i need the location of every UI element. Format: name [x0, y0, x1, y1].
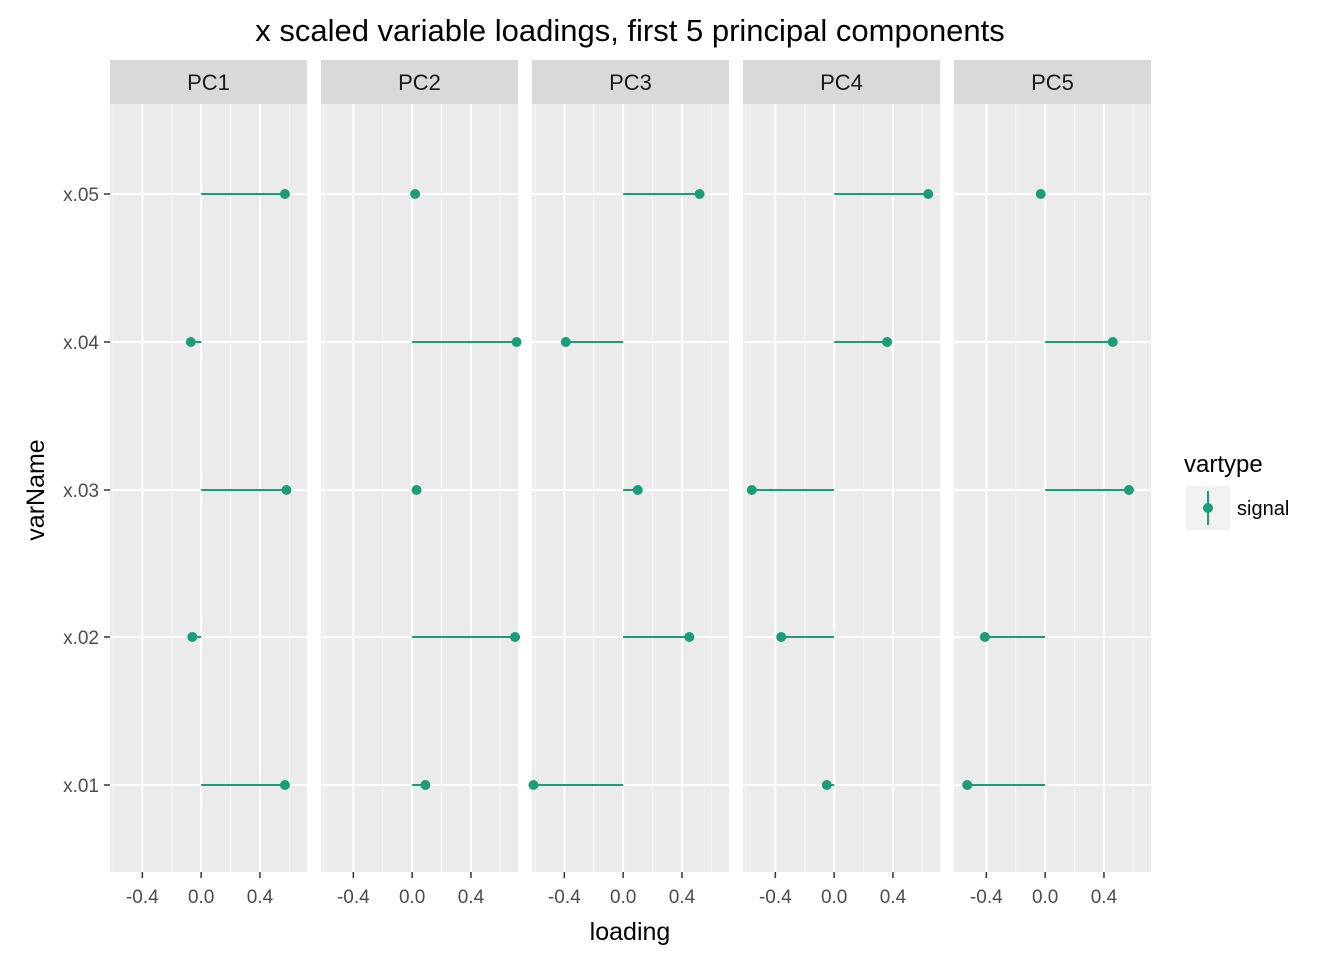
facet-panel-pc3: PC3 -0.4 0.0 0.4 — [528, 60, 729, 908]
panel-background — [110, 104, 307, 872]
loading-point — [420, 780, 431, 790]
facet-strip — [532, 60, 729, 104]
y-tick-label: x.01 — [63, 776, 99, 797]
loading-point — [560, 337, 571, 347]
x-tick-label: -0.4 — [337, 887, 370, 908]
x-tick-label: 0.4 — [880, 887, 907, 908]
loading-point — [1107, 337, 1118, 347]
loading-point — [776, 632, 787, 642]
facet-panel-pc1: PC1 -0.4 0.0 0.4 — [110, 60, 307, 908]
x-tick-label: 0.4 — [458, 887, 485, 908]
facet-panel-pc4: PC4 -0.4 0.0 0.4 — [743, 60, 940, 908]
y-axis: x.01 x.02 x.03 x.04 x.05 — [63, 185, 110, 797]
facet-strip — [110, 60, 307, 104]
loading-point — [510, 632, 521, 642]
loading-point — [187, 632, 198, 642]
loading-point — [746, 485, 757, 495]
x-tick-label: 0.0 — [821, 887, 847, 908]
legend-entry-label: signal — [1237, 498, 1289, 520]
chart-title: x scaled variable loadings, first 5 prin… — [255, 13, 1005, 48]
x-tick-label: 0.0 — [399, 887, 425, 908]
x-tick-label: 0.4 — [1091, 887, 1118, 908]
loading-point — [279, 189, 290, 199]
facet-strip-label: PC5 — [1031, 70, 1074, 95]
x-tick-label: 0.0 — [188, 887, 214, 908]
panel-background — [743, 104, 940, 872]
loading-point — [632, 485, 643, 495]
loading-point — [962, 780, 973, 790]
loading-point — [511, 337, 522, 347]
y-axis-title: varName — [22, 439, 50, 540]
facet-strip — [743, 60, 940, 104]
x-tick-label: 0.4 — [247, 887, 274, 908]
loading-point — [185, 337, 196, 347]
facet-strip-label: PC3 — [609, 70, 652, 95]
loading-point — [684, 632, 695, 642]
y-tick-label: x.02 — [63, 628, 99, 649]
loading-point — [882, 337, 893, 347]
panel-background — [954, 104, 1151, 872]
facet-panel-pc2: PC2 -0.4 0.0 0.4 — [321, 60, 522, 908]
legend-key-point — [1203, 503, 1213, 513]
x-tick-label: -0.4 — [759, 887, 792, 908]
loading-point — [979, 632, 990, 642]
loading-point — [1123, 485, 1134, 495]
facet-strip-label: PC1 — [187, 70, 230, 95]
facet-strip — [954, 60, 1151, 104]
x-tick-label: 0.0 — [1032, 887, 1058, 908]
y-tick-label: x.05 — [63, 185, 99, 206]
loading-point — [923, 189, 934, 199]
loading-point — [528, 780, 539, 790]
x-tick-label: 0.4 — [669, 887, 696, 908]
loading-point — [410, 189, 421, 199]
loading-point — [279, 780, 290, 790]
loading-point — [411, 485, 422, 495]
x-tick-label: 0.0 — [610, 887, 636, 908]
facet-strip-label: PC2 — [398, 70, 441, 95]
facet-strip-label: PC4 — [820, 70, 863, 95]
panel-background — [532, 104, 729, 872]
loading-point — [694, 189, 705, 199]
x-tick-label: -0.4 — [970, 887, 1003, 908]
x-tick-label: -0.4 — [548, 887, 581, 908]
facet-panel-pc5: PC5 -0.4 0.0 0.4 — [954, 60, 1151, 908]
loading-point — [821, 780, 832, 790]
x-tick-label: -0.4 — [126, 887, 159, 908]
loading-point — [1035, 189, 1046, 199]
y-tick-label: x.04 — [63, 333, 99, 354]
facet-strip — [321, 60, 518, 104]
legend-title: vartype — [1184, 451, 1263, 478]
loading-point — [281, 485, 292, 495]
legend: vartype signal — [1184, 451, 1289, 530]
x-axis-title: loading — [590, 918, 671, 946]
y-tick-label: x.03 — [63, 481, 99, 502]
